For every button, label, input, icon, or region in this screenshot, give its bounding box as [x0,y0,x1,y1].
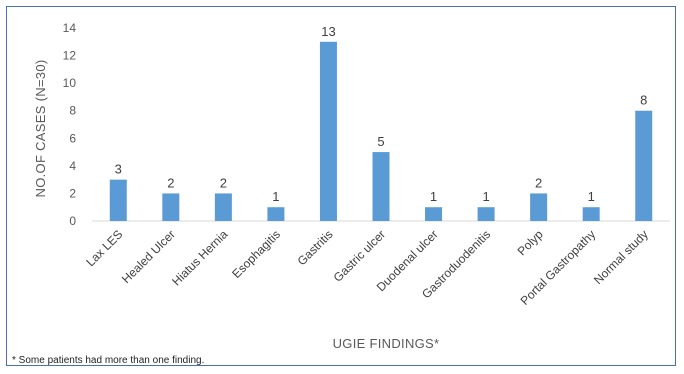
data-label: 8 [640,93,647,108]
bar [425,207,443,221]
bar [582,207,600,221]
x-category-label: Hiatus Hernia [169,227,231,289]
x-category-label: Esophagitis [229,227,283,281]
data-label: 1 [482,189,489,204]
data-label: 2 [535,175,542,190]
footnote: * Some patients had more than one findin… [12,355,204,366]
y-tick-label: 8 [69,104,76,118]
data-label: 5 [377,134,384,149]
x-category-label: Lax LES [83,227,125,269]
data-label: 2 [220,175,227,190]
bar [162,193,180,221]
data-label: 3 [115,162,122,177]
x-category-label: Gastritis [295,227,336,268]
bar [109,179,127,221]
data-label: 1 [272,189,279,204]
x-category-label: Normal study [591,227,651,287]
bar [214,193,232,221]
bars [109,41,653,222]
y-tick-label: 10 [63,76,77,90]
data-label: 1 [430,189,437,204]
bar [372,152,390,221]
y-tick-label: 6 [69,131,76,145]
y-tick-label: 14 [63,21,77,35]
bar [477,207,495,221]
bar [635,110,653,221]
y-tick-labels: 0 2 4 6 8 10 12 14 [63,21,77,228]
x-category-label: Polyp [515,227,546,258]
x-axis-title: UGIE FINDINGS* [333,336,440,351]
data-label: 1 [588,189,595,204]
y-tick-label: 4 [69,159,76,173]
bar [319,41,337,222]
y-axis-title: NO.OF CASES (N=30) [33,60,48,198]
y-tick-label: 2 [69,186,76,200]
data-label: 2 [167,175,174,190]
bar [530,193,548,221]
bar [267,207,285,221]
y-tick-label: 12 [63,49,77,63]
x-category-label: Gastric ulcer [331,227,389,285]
data-label: 13 [321,24,335,39]
y-tick-label: 0 [69,214,76,228]
